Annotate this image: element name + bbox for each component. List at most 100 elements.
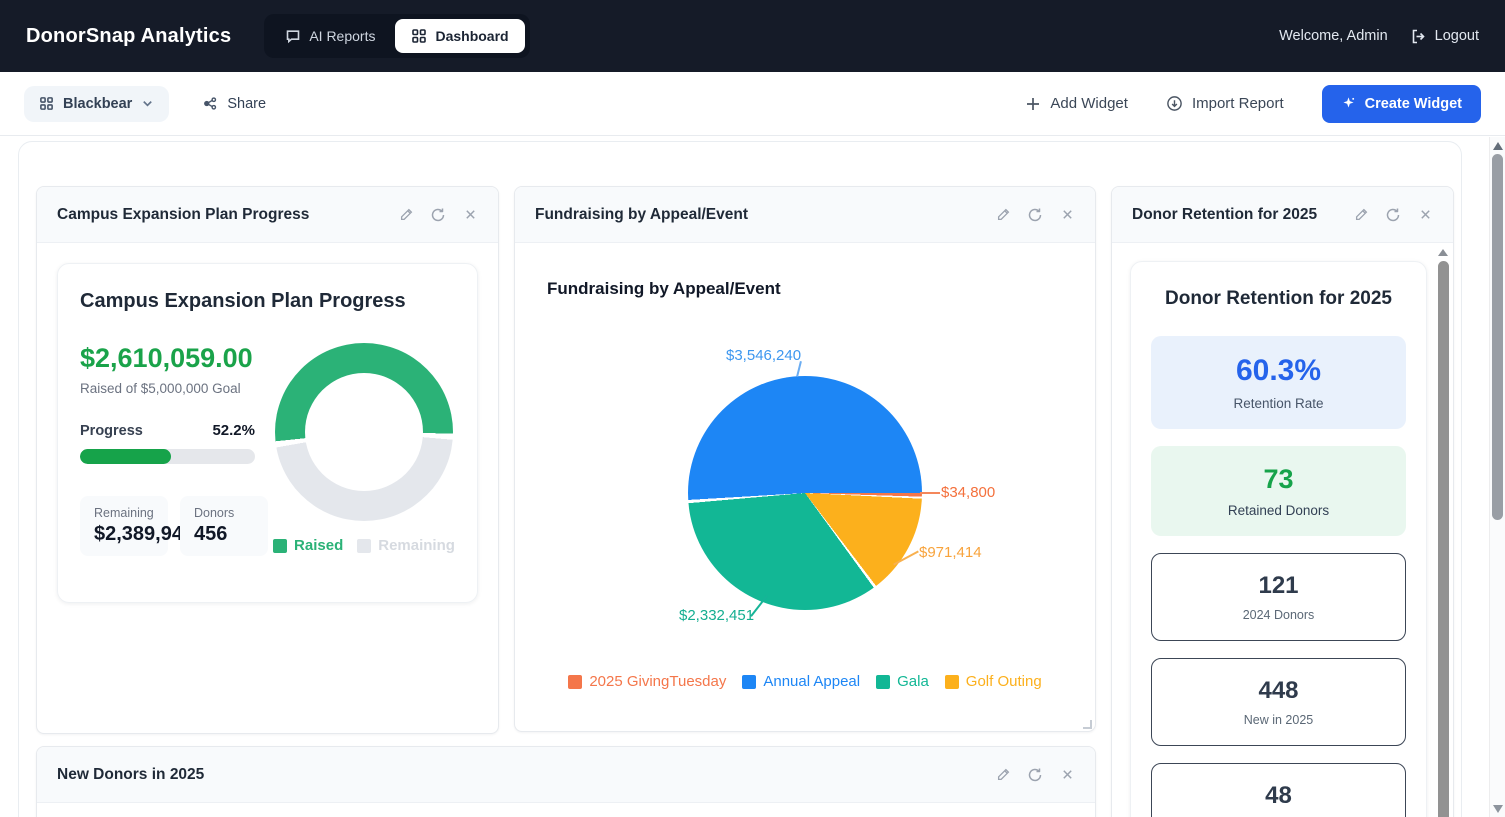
legend-swatch (357, 539, 371, 553)
widget-body: Donor Retention for 2025 60.3% Retention… (1112, 261, 1453, 817)
widget-header[interactable]: Campus Expansion Plan Progress (37, 187, 498, 243)
legend-item-remaining[interactable]: Remaining (357, 537, 455, 554)
scroll-up-arrow[interactable] (1493, 142, 1503, 150)
scrollbar-thumb[interactable] (1438, 261, 1449, 817)
legend-label: Gala (897, 673, 929, 690)
import-report-button[interactable]: Import Report (1166, 95, 1284, 112)
legend-swatch (742, 675, 756, 689)
pie-chart-title: Fundraising by Appeal/Event (547, 279, 781, 299)
kpi-label: Retention Rate (1161, 396, 1396, 411)
close-icon[interactable] (1059, 767, 1075, 783)
widget-actions (995, 767, 1075, 783)
close-icon[interactable] (1059, 207, 1075, 223)
widget-header[interactable]: Fundraising by Appeal/Event (515, 187, 1095, 243)
import-report-label: Import Report (1192, 95, 1284, 112)
dashboard-grid-icon (411, 28, 427, 44)
app-title: DonorSnap Analytics (26, 25, 231, 48)
board-selector[interactable]: Blackbear (24, 86, 169, 122)
widget-title: New Donors in 2025 (57, 766, 204, 784)
dashboard-panel: Campus Expansion Plan Progress (18, 141, 1462, 817)
add-widget-button[interactable]: Add Widget (1025, 95, 1128, 112)
donut-legend: Raised Remaining (273, 537, 455, 554)
legend-label: Annual Appeal (763, 673, 860, 690)
logout-button[interactable]: Logout (1410, 28, 1479, 45)
donut-chart[interactable] (275, 343, 453, 521)
widget-new-donors: New Donors in 2025 (36, 746, 1096, 817)
pie-value-gala: $2,332,451 (679, 607, 754, 624)
scrollbar-thumb[interactable] (1492, 154, 1503, 520)
campus-card-title: Campus Expansion Plan Progress (80, 290, 455, 313)
raised-subtitle: Raised of $5,000,000 Goal (80, 381, 255, 396)
kpi-label: New in 2025 (1162, 713, 1395, 727)
edit-icon[interactable] (1353, 207, 1369, 223)
chevron-down-icon (141, 97, 154, 110)
welcome-text: Welcome, Admin (1279, 28, 1388, 44)
pie-value-annual-appeal: $3,546,240 (726, 347, 801, 364)
share-button[interactable]: Share (203, 96, 266, 112)
kpi-value: 60.3% (1161, 354, 1396, 388)
legend-item-annual-appeal[interactable]: Annual Appeal (742, 673, 860, 690)
refresh-icon[interactable] (1027, 767, 1043, 783)
grid-icon (39, 96, 54, 111)
legend-item-golf-outing[interactable]: Golf Outing (945, 673, 1042, 690)
legend-swatch (876, 675, 890, 689)
kpi-2024-donors: 121 2024 Donors (1151, 553, 1406, 641)
pie-value-golf-outing: $971,414 (919, 544, 982, 561)
raised-amount: $2,610,059.00 (80, 343, 255, 374)
retention-card-title: Donor Retention for 2025 (1151, 288, 1406, 310)
refresh-icon[interactable] (430, 207, 446, 223)
kpi-retained-donors: 73 Retained Donors (1151, 446, 1406, 536)
pie-label-line (920, 492, 940, 494)
import-icon (1166, 95, 1183, 112)
kpi-value: 448 (1162, 677, 1395, 705)
tab-dashboard[interactable]: Dashboard (395, 19, 524, 53)
retention-card: Donor Retention for 2025 60.3% Retention… (1130, 261, 1427, 817)
edit-icon[interactable] (398, 207, 414, 223)
legend-item-raised[interactable]: Raised (273, 537, 343, 554)
navbar-right: Welcome, Admin Logout (1279, 28, 1479, 45)
tab-ai-reports-label: AI Reports (309, 28, 375, 44)
page-scrollbar[interactable] (1489, 137, 1505, 817)
widget-body: Campus Expansion Plan Progress $2,610,05… (37, 263, 498, 603)
kpi-label: 2024 Donors (1162, 608, 1395, 622)
widget-header[interactable]: Donor Retention for 2025 (1112, 187, 1453, 243)
add-widget-label: Add Widget (1050, 95, 1128, 112)
logout-label: Logout (1435, 28, 1479, 44)
plus-icon (1025, 96, 1041, 112)
nav-tab-group: AI Reports Dashboard (264, 14, 529, 58)
widget-actions (1353, 207, 1433, 223)
kpi-value: 121 (1162, 572, 1395, 600)
close-icon[interactable] (462, 207, 478, 223)
widget-scrollbar[interactable] (1437, 247, 1450, 817)
progress-bar-fill (80, 449, 171, 464)
dashboard-canvas: Campus Expansion Plan Progress (0, 136, 1505, 817)
create-widget-button[interactable]: Create Widget (1322, 85, 1481, 123)
toolbar-right: Add Widget Import Report Create Widget (1025, 85, 1481, 123)
kpi-value: 48 (1162, 782, 1395, 810)
widget-resize-handle[interactable] (1083, 720, 1092, 729)
legend-item-givingtuesday[interactable]: 2025 GivingTuesday (568, 673, 726, 690)
progress-label: Progress (80, 423, 143, 439)
kpi-label: Retained Donors (1161, 503, 1396, 518)
stat-donors: Donors 456 (180, 496, 268, 556)
scroll-down-arrow[interactable] (1493, 805, 1503, 813)
widget-header[interactable]: New Donors in 2025 (37, 747, 1095, 803)
legend-swatch (568, 675, 582, 689)
scroll-up-arrow[interactable] (1438, 249, 1448, 256)
legend-item-gala[interactable]: Gala (876, 673, 929, 690)
top-navbar: DonorSnap Analytics AI Reports Dashboard (0, 0, 1505, 72)
edit-icon[interactable] (995, 207, 1011, 223)
sparkle-icon (1341, 96, 1356, 111)
tab-ai-reports[interactable]: AI Reports (269, 19, 391, 53)
stat-value: 456 (194, 523, 254, 546)
legend-label: Golf Outing (966, 673, 1042, 690)
progress-percent: 52.2% (212, 422, 255, 439)
pie-value-givingtuesday: $34,800 (941, 484, 995, 501)
pie-chart[interactable] (688, 376, 922, 610)
close-icon[interactable] (1417, 207, 1433, 223)
logout-icon (1410, 28, 1427, 45)
edit-icon[interactable] (995, 767, 1011, 783)
widget-title: Campus Expansion Plan Progress (57, 206, 309, 224)
refresh-icon[interactable] (1027, 207, 1043, 223)
refresh-icon[interactable] (1385, 207, 1401, 223)
